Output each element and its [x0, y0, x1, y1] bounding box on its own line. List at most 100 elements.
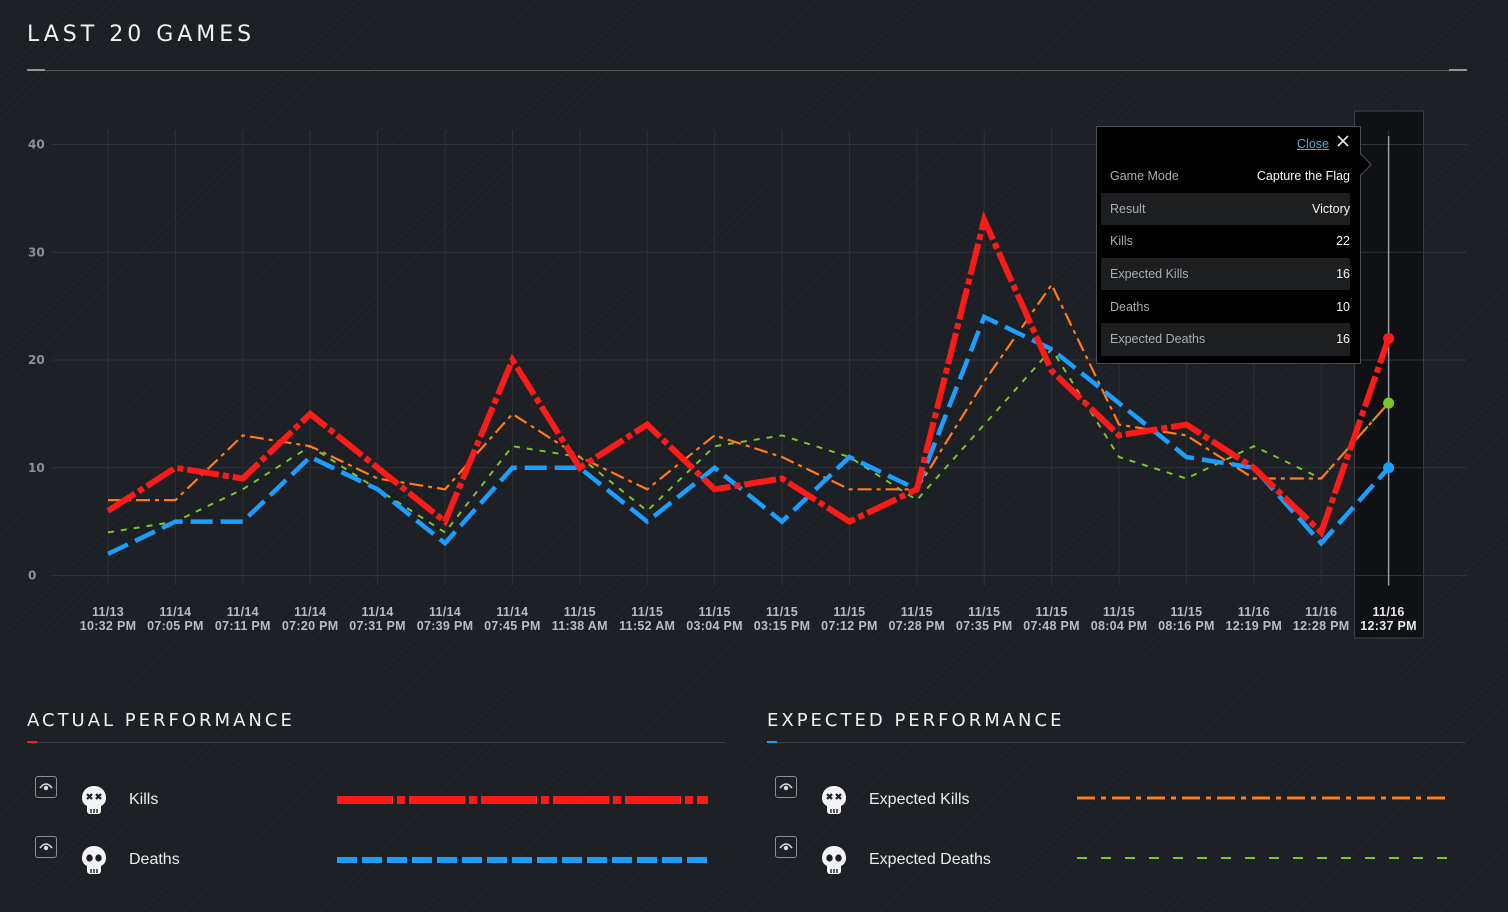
x-tick-label-time: 07:20 PM: [282, 619, 339, 633]
kills-series-line: [106, 210, 1392, 538]
x-tick-label-time: 07:28 PM: [889, 619, 946, 633]
x-tick-label-time: 07:31 PM: [349, 619, 406, 633]
tooltip-row-expected-kills: Expected Kills 16: [1101, 257, 1350, 291]
selected-point-deaths: [1383, 462, 1395, 474]
x-tick-label-time: 07:05 PM: [147, 619, 204, 633]
eye-toggle-icon: [39, 783, 53, 791]
toggle-expected-deaths-visibility[interactable]: [775, 836, 797, 858]
x-tick-label-date: 11/16: [1305, 605, 1337, 619]
x-tick-label-date: 11/15: [1103, 605, 1135, 619]
eye-toggle-icon: [779, 783, 793, 791]
y-tick-label: 0: [28, 569, 36, 583]
legend-label-expected-deaths: Expected Deaths: [869, 851, 991, 868]
legend-swatch-deaths: [337, 857, 708, 863]
x-tick-label-date: 11/15: [1036, 605, 1068, 619]
x-tick-label-date: 11/13: [92, 605, 124, 619]
x-tick-label-time: 07:45 PM: [484, 619, 541, 633]
tooltip-row-deaths: Deaths 10: [1101, 290, 1350, 323]
title-divider: [27, 70, 1467, 71]
tooltip-key: Kills: [1110, 234, 1133, 249]
skull-x-icon: [82, 786, 106, 814]
legend-label-kills: Kills: [129, 791, 159, 808]
x-tick-label-date: 11/16: [1373, 605, 1405, 619]
x-tick-label-date: 11/14: [362, 605, 394, 619]
x-tick-label-date: 11/15: [833, 605, 865, 619]
title-divider-cap-right: [1449, 69, 1467, 71]
expected-performance-title: EXPECTED PERFORMANCE: [767, 710, 1065, 731]
x-tick-label-time: 07:35 PM: [956, 619, 1013, 633]
legend-label-expected-kills: Expected Kills: [869, 791, 970, 808]
skull-x-icon: [822, 786, 846, 814]
tooltip-value: 16: [1336, 332, 1350, 347]
expected-section-accent: [767, 741, 777, 743]
x-tick-label-date: 11/15: [901, 605, 933, 619]
tooltip-key: Expected Kills: [1110, 267, 1189, 282]
tooltip-value: 22: [1336, 234, 1350, 249]
tooltip-close-link[interactable]: Close: [1297, 137, 1329, 151]
eye-toggle-icon: [39, 843, 53, 851]
tooltip-rows: Game Mode Capture the Flag Result Victor…: [1101, 160, 1350, 356]
actual-performance-title: ACTUAL PERFORMANCE: [27, 710, 295, 731]
skull-icon: [822, 846, 846, 874]
x-tick-label-time: 11:38 AM: [552, 619, 608, 633]
tooltip-value: 16: [1336, 267, 1350, 282]
x-tick-label-date: 11/16: [1238, 605, 1270, 619]
y-tick-label: 30: [28, 245, 45, 259]
x-tick-label-time: 07:11 PM: [215, 619, 271, 633]
x-tick-label-time: 07:48 PM: [1023, 619, 1080, 633]
tooltip-key: Game Mode: [1110, 169, 1179, 184]
x-tick-label-time: 08:04 PM: [1091, 619, 1148, 633]
x-tick-label-time: 08:16 PM: [1158, 619, 1215, 633]
x-tick-label-date: 11/15: [631, 605, 663, 619]
tooltip-key: Expected Deaths: [1110, 332, 1206, 347]
selected-point-expected-deaths: [1383, 397, 1395, 409]
actual-section-divider: [27, 742, 725, 743]
deaths-series-line: [107, 313, 1391, 556]
tooltip-row-expected-deaths: Expected Deaths 16: [1101, 322, 1350, 356]
page-title: LAST 20 GAMES: [27, 22, 256, 47]
x-tick-label-time: 07:39 PM: [417, 619, 474, 633]
tooltip-row-result: Result Victory: [1101, 192, 1350, 226]
tooltip-row-kills: Kills 22: [1101, 225, 1350, 258]
toggle-kills-visibility[interactable]: [35, 776, 57, 798]
x-tick-label-date: 11/15: [699, 605, 731, 619]
close-icon[interactable]: [1336, 134, 1350, 148]
actual-section-accent: [27, 741, 37, 743]
skull-icon: [82, 846, 106, 874]
tooltip-value: Victory: [1312, 201, 1350, 216]
x-tick-label-time: 07:12 PM: [821, 619, 878, 633]
x-tick-label-date: 11/14: [159, 605, 191, 619]
x-tick-label-date: 11/14: [429, 605, 461, 619]
expected-section-divider: [767, 742, 1465, 743]
x-tick-label-date: 11/15: [1170, 605, 1202, 619]
legend-swatch-expected-kills: [1077, 796, 1448, 800]
x-tick-label-date: 11/14: [496, 605, 528, 619]
tooltip-key: Result: [1110, 201, 1146, 216]
x-tick-label-time: 11:52 AM: [619, 619, 675, 633]
game-tooltip: Close Game Mode Capture the Flag Result …: [1096, 126, 1361, 364]
eye-toggle-icon: [779, 843, 793, 851]
x-tick-label-time: 12:28 PM: [1293, 619, 1350, 633]
x-tick-label-date: 11/14: [227, 605, 259, 619]
tooltip-value: 10: [1336, 299, 1350, 314]
tooltip-row-game-mode: Game Mode Capture the Flag: [1101, 160, 1350, 193]
expected-kills-series-line: [108, 282, 1390, 502]
legend-swatch-expected-deaths: [1077, 857, 1448, 859]
x-tick-label-date: 11/14: [294, 605, 326, 619]
x-tick-label-date: 11/15: [766, 605, 798, 619]
expected-deaths-series-line: [107, 347, 1390, 534]
x-tick-label-date: 11/15: [564, 605, 596, 619]
x-tick-label-time: 12:37 PM: [1360, 619, 1417, 633]
toggle-expected-kills-visibility[interactable]: [775, 776, 797, 798]
toggle-deaths-visibility[interactable]: [35, 836, 57, 858]
title-divider-cap-left: [27, 69, 45, 71]
selected-point-kills: [1383, 332, 1395, 344]
legend-label-deaths: Deaths: [129, 851, 180, 868]
x-tick-label-time: 10:32 PM: [80, 619, 137, 633]
legend-swatch-kills: [337, 796, 708, 804]
x-tick-label-date: 11/15: [968, 605, 1000, 619]
x-tick-label-time: 12:19 PM: [1226, 619, 1283, 633]
x-tick-label-time: 03:04 PM: [686, 619, 743, 633]
y-tick-label: 40: [28, 138, 45, 152]
tooltip-value: Capture the Flag: [1256, 169, 1350, 184]
